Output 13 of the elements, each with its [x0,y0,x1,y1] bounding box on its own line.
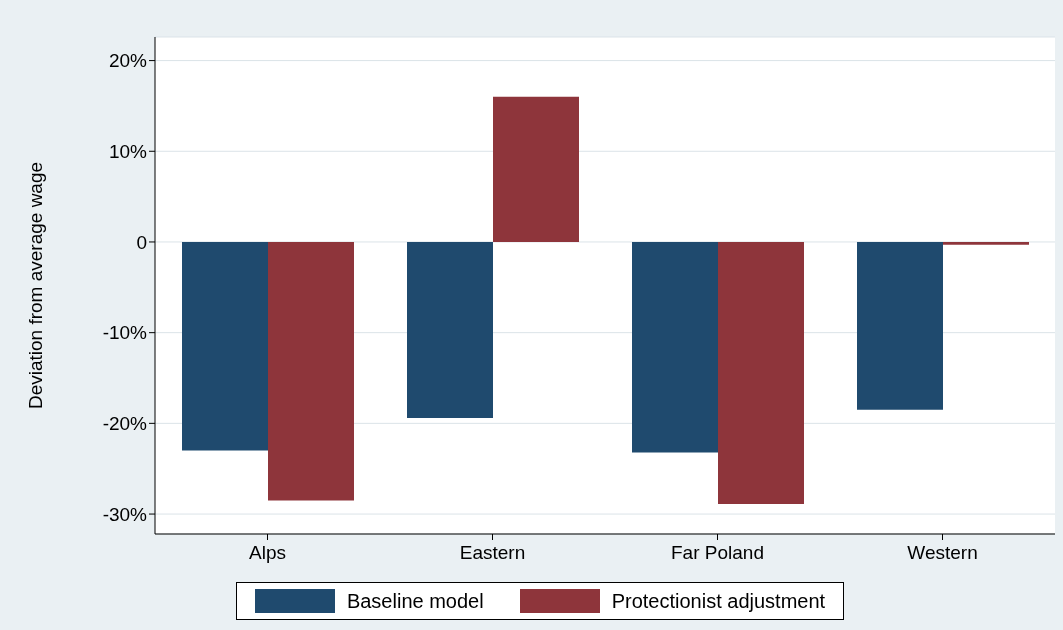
y-tick-label: -10% [102,322,148,344]
legend-label: Baseline model [346,589,484,613]
x-tick-label: Eastern [459,542,526,564]
x-tick-label: Western [907,542,978,564]
y-tick-label: 20% [108,50,148,72]
x-tick-label: Far Poland [671,542,764,564]
y-tick-label: 0 [136,231,147,253]
y-tick-label: -20% [102,413,148,435]
y-tick-label: -30% [102,503,148,525]
legend-label: Protectionist adjustment [611,589,826,613]
y-tick-label: 10% [108,141,148,163]
x-tick-label: Alps [249,542,286,564]
y-axis-title: Deviation from average wage [24,161,46,410]
